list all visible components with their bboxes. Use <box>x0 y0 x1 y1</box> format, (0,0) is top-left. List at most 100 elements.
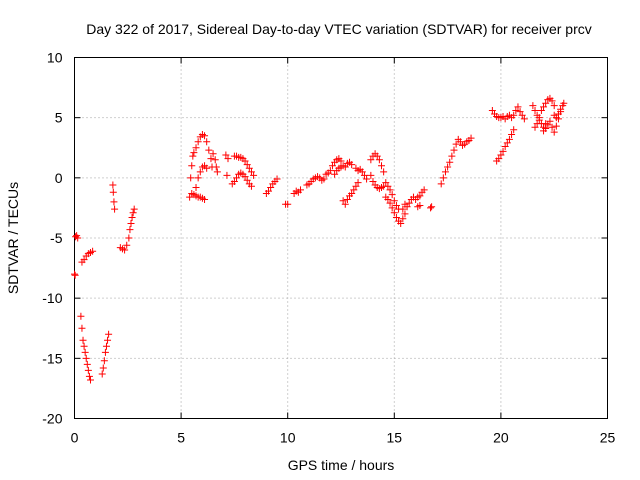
data-point <box>416 192 424 200</box>
data-point <box>446 158 454 166</box>
data-point <box>363 175 371 183</box>
data-point <box>550 102 558 110</box>
data-point <box>403 203 411 211</box>
data-point <box>548 123 556 131</box>
data-point <box>386 186 394 194</box>
data-point <box>399 205 407 213</box>
data-point <box>369 177 377 185</box>
data-point <box>102 342 110 350</box>
data-point <box>85 372 93 380</box>
data-point <box>392 214 400 222</box>
data-point <box>326 167 334 175</box>
data-point <box>360 171 368 179</box>
data-point <box>243 161 251 169</box>
data-point <box>84 366 92 374</box>
data-point <box>552 114 560 122</box>
data-point <box>212 163 220 171</box>
data-point <box>81 348 89 356</box>
data-point <box>337 163 345 171</box>
data-point <box>79 336 87 344</box>
data-point <box>89 247 97 255</box>
data-point <box>444 163 452 171</box>
data-point <box>101 348 109 356</box>
y-tick-label: 0 <box>55 170 63 186</box>
data-point <box>187 174 195 182</box>
data-point <box>488 106 496 114</box>
data-point <box>416 202 424 210</box>
data-point <box>109 181 117 189</box>
y-tick-label: -20 <box>42 411 62 427</box>
data-point <box>125 234 133 242</box>
data-point <box>367 171 375 179</box>
data-point <box>467 134 475 142</box>
data-point <box>129 209 137 217</box>
data-point <box>512 106 520 114</box>
data-point <box>320 175 328 183</box>
data-point <box>560 99 568 107</box>
data-point <box>105 330 113 338</box>
x-tick-label: 5 <box>177 430 185 446</box>
axis-ticks: 0 5 10 15 20 25 -20 -15 -10 -5 0 5 10 <box>42 50 615 446</box>
data-point <box>211 156 219 164</box>
data-point <box>531 123 539 131</box>
data-point <box>456 138 464 146</box>
data-point <box>80 256 88 264</box>
data-point <box>233 174 241 182</box>
data-point <box>399 215 407 223</box>
data-point <box>384 195 392 203</box>
data-point <box>375 156 383 164</box>
data-point <box>427 204 435 212</box>
data-point <box>201 132 209 140</box>
data-point <box>109 188 117 196</box>
data-point <box>542 124 550 132</box>
data-point <box>128 214 136 222</box>
x-tick-label: 0 <box>71 430 79 446</box>
data-point <box>196 168 204 176</box>
data-point <box>80 342 88 350</box>
data-point <box>352 182 360 190</box>
data-point <box>126 226 134 234</box>
data-point <box>520 115 528 123</box>
data-point <box>222 151 230 159</box>
data-point <box>358 168 366 176</box>
data-point <box>339 197 347 205</box>
chart-title: Day 322 of 2017, Sidereal Day-to-day VTE… <box>86 21 592 37</box>
data-point <box>77 312 85 320</box>
data-point <box>437 180 445 188</box>
data-point <box>82 354 90 362</box>
data-point <box>384 182 392 190</box>
data-point <box>243 176 251 184</box>
data-point <box>495 155 503 163</box>
data-point <box>450 146 458 154</box>
data-point <box>189 152 197 160</box>
data-point <box>382 179 390 187</box>
data-point <box>373 152 381 160</box>
data-point <box>497 151 505 159</box>
data-point <box>503 139 511 147</box>
data-point <box>348 161 356 169</box>
data-point <box>194 174 202 182</box>
data-point <box>241 157 249 165</box>
data-point <box>203 138 211 146</box>
grid <box>74 57 608 419</box>
data-point <box>390 209 398 217</box>
plot-frame <box>74 57 608 419</box>
data-point <box>535 114 543 122</box>
data-point <box>341 200 349 208</box>
data-point <box>386 199 394 207</box>
data-point <box>273 175 281 183</box>
data-point <box>265 187 273 195</box>
data-point <box>537 106 545 114</box>
data-point <box>552 122 560 130</box>
data-point <box>100 357 108 365</box>
x-tick-label: 15 <box>387 430 403 446</box>
y-tick-label: -15 <box>42 350 62 366</box>
data-point <box>448 152 456 160</box>
data-point <box>439 174 447 182</box>
data-point <box>505 135 513 143</box>
data-point <box>550 128 558 136</box>
data-point <box>213 168 221 176</box>
data-point <box>241 173 249 181</box>
data-points <box>71 94 568 384</box>
